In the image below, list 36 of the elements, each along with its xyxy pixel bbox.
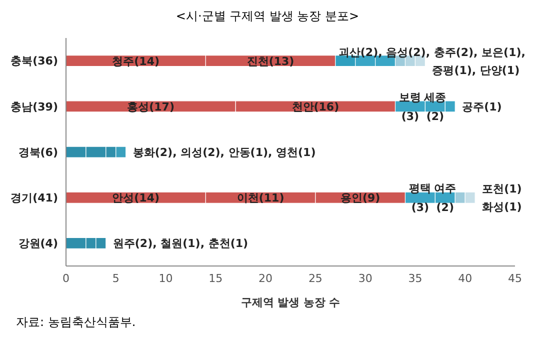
data-label: 평택 (3) — [409, 182, 432, 214]
y-tick-label: 강원(4) — [18, 237, 58, 250]
y-tick-label: 경기(41) — [10, 192, 58, 205]
y-tick-label: 충북(36) — [10, 54, 58, 68]
annotation: 원주(2), 철원(1), 춘천(1) — [112, 237, 248, 250]
data-label: 여주 (2) — [434, 182, 456, 214]
data-label: 용인(9) — [340, 192, 380, 205]
data-label: 천안(16) — [292, 100, 340, 114]
x-tick-label: 0 — [62, 272, 70, 285]
x-tick-label: 10 — [158, 272, 173, 285]
annotation: 괴산(2), 음성(2), 충주(2), 보은(1), — [338, 46, 526, 59]
annotation: 화성(1) — [482, 200, 522, 214]
annotation: 공주(1) — [462, 100, 502, 114]
y-tick-label: 경북(6) — [18, 146, 58, 159]
x-tick-label: 30 — [358, 272, 372, 285]
data-label: 홍성(17) — [127, 100, 174, 114]
x-tick-label: 5 — [112, 272, 120, 285]
annotation: 포천(1) — [482, 182, 522, 196]
annotation: 증평(1), 단양(1) — [432, 64, 520, 77]
data-label: 진천(13) — [246, 54, 294, 68]
data-label: 세종 (2) — [423, 90, 446, 123]
data-label: 안성(14) — [112, 192, 160, 205]
data-label: 청주(14) — [112, 54, 160, 68]
x-tick-label: 25 — [308, 272, 322, 285]
annotation: 봉화(2), 의성(2), 안동(1), 영천(1) — [132, 146, 316, 159]
x-tick-label: 40 — [458, 272, 472, 285]
data-label: 보령 (3) — [399, 90, 422, 123]
x-tick-label: 45 — [508, 272, 522, 285]
y-tick-label: 충남(39) — [10, 100, 58, 114]
x-axis-title: 구제역 발생 농장 수 — [240, 296, 340, 309]
x-tick-label: 20 — [258, 272, 273, 285]
x-tick-label: 35 — [408, 272, 422, 285]
text: 자료: 농림축산식품부. — [16, 314, 137, 331]
chart-title: <시·군별 구제역 발생 농장 분포> — [174, 8, 360, 25]
x-tick-label: 15 — [208, 272, 223, 285]
data-label: 이천(11) — [236, 192, 284, 205]
